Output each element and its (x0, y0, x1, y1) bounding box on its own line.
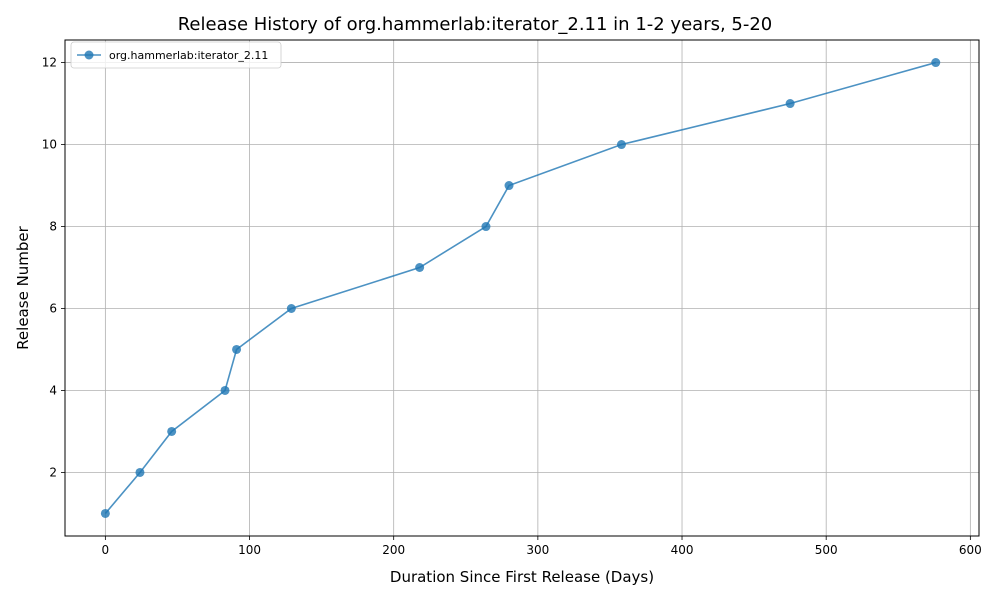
data-point (100, 508, 110, 518)
legend: org.hammerlab:iterator_2.11 (70, 41, 282, 69)
chart-title: Release History of org.hammerlab:iterato… (178, 14, 773, 35)
series-line (104, 61, 936, 514)
y-tick-label: 6 (49, 301, 57, 315)
x-tick-label: 400 (671, 543, 694, 557)
data-point (232, 344, 242, 354)
data-point (931, 58, 941, 68)
x-tick-label: 300 (526, 543, 549, 557)
y-tick-label: 10 (42, 138, 57, 152)
legend-marker-swatch (84, 50, 94, 60)
legend-label: org.hammerlab:iterator_2.11 (109, 49, 268, 62)
y-axis-label: Release Number (14, 225, 32, 349)
data-point (504, 181, 514, 191)
x-tick-label: 100 (238, 543, 261, 557)
data-point (167, 426, 177, 436)
x-tick-label: 600 (959, 543, 982, 557)
grid (65, 40, 979, 536)
data-point (286, 303, 296, 313)
ticks: 0 100 200 300 400 500 600 2 4 6 8 10 12 (42, 56, 982, 557)
x-tick-label: 200 (382, 543, 405, 557)
y-tick-label: 8 (49, 220, 57, 234)
x-axis-label: Duration Since First Release (Days) (390, 568, 654, 586)
x-tick-label: 0 (102, 543, 110, 557)
y-tick-label: 12 (42, 56, 57, 70)
y-tick-label: 4 (49, 383, 57, 397)
data-point (785, 99, 795, 109)
data-point (616, 140, 626, 150)
x-tick-label: 500 (815, 543, 838, 557)
legend-box (70, 41, 282, 69)
data-point (220, 385, 230, 395)
data-point (415, 263, 425, 273)
series-layer (100, 58, 941, 518)
y-tick-label: 2 (49, 465, 57, 479)
plot-frame (64, 39, 980, 537)
data-point (135, 467, 145, 477)
data-point (481, 222, 491, 232)
